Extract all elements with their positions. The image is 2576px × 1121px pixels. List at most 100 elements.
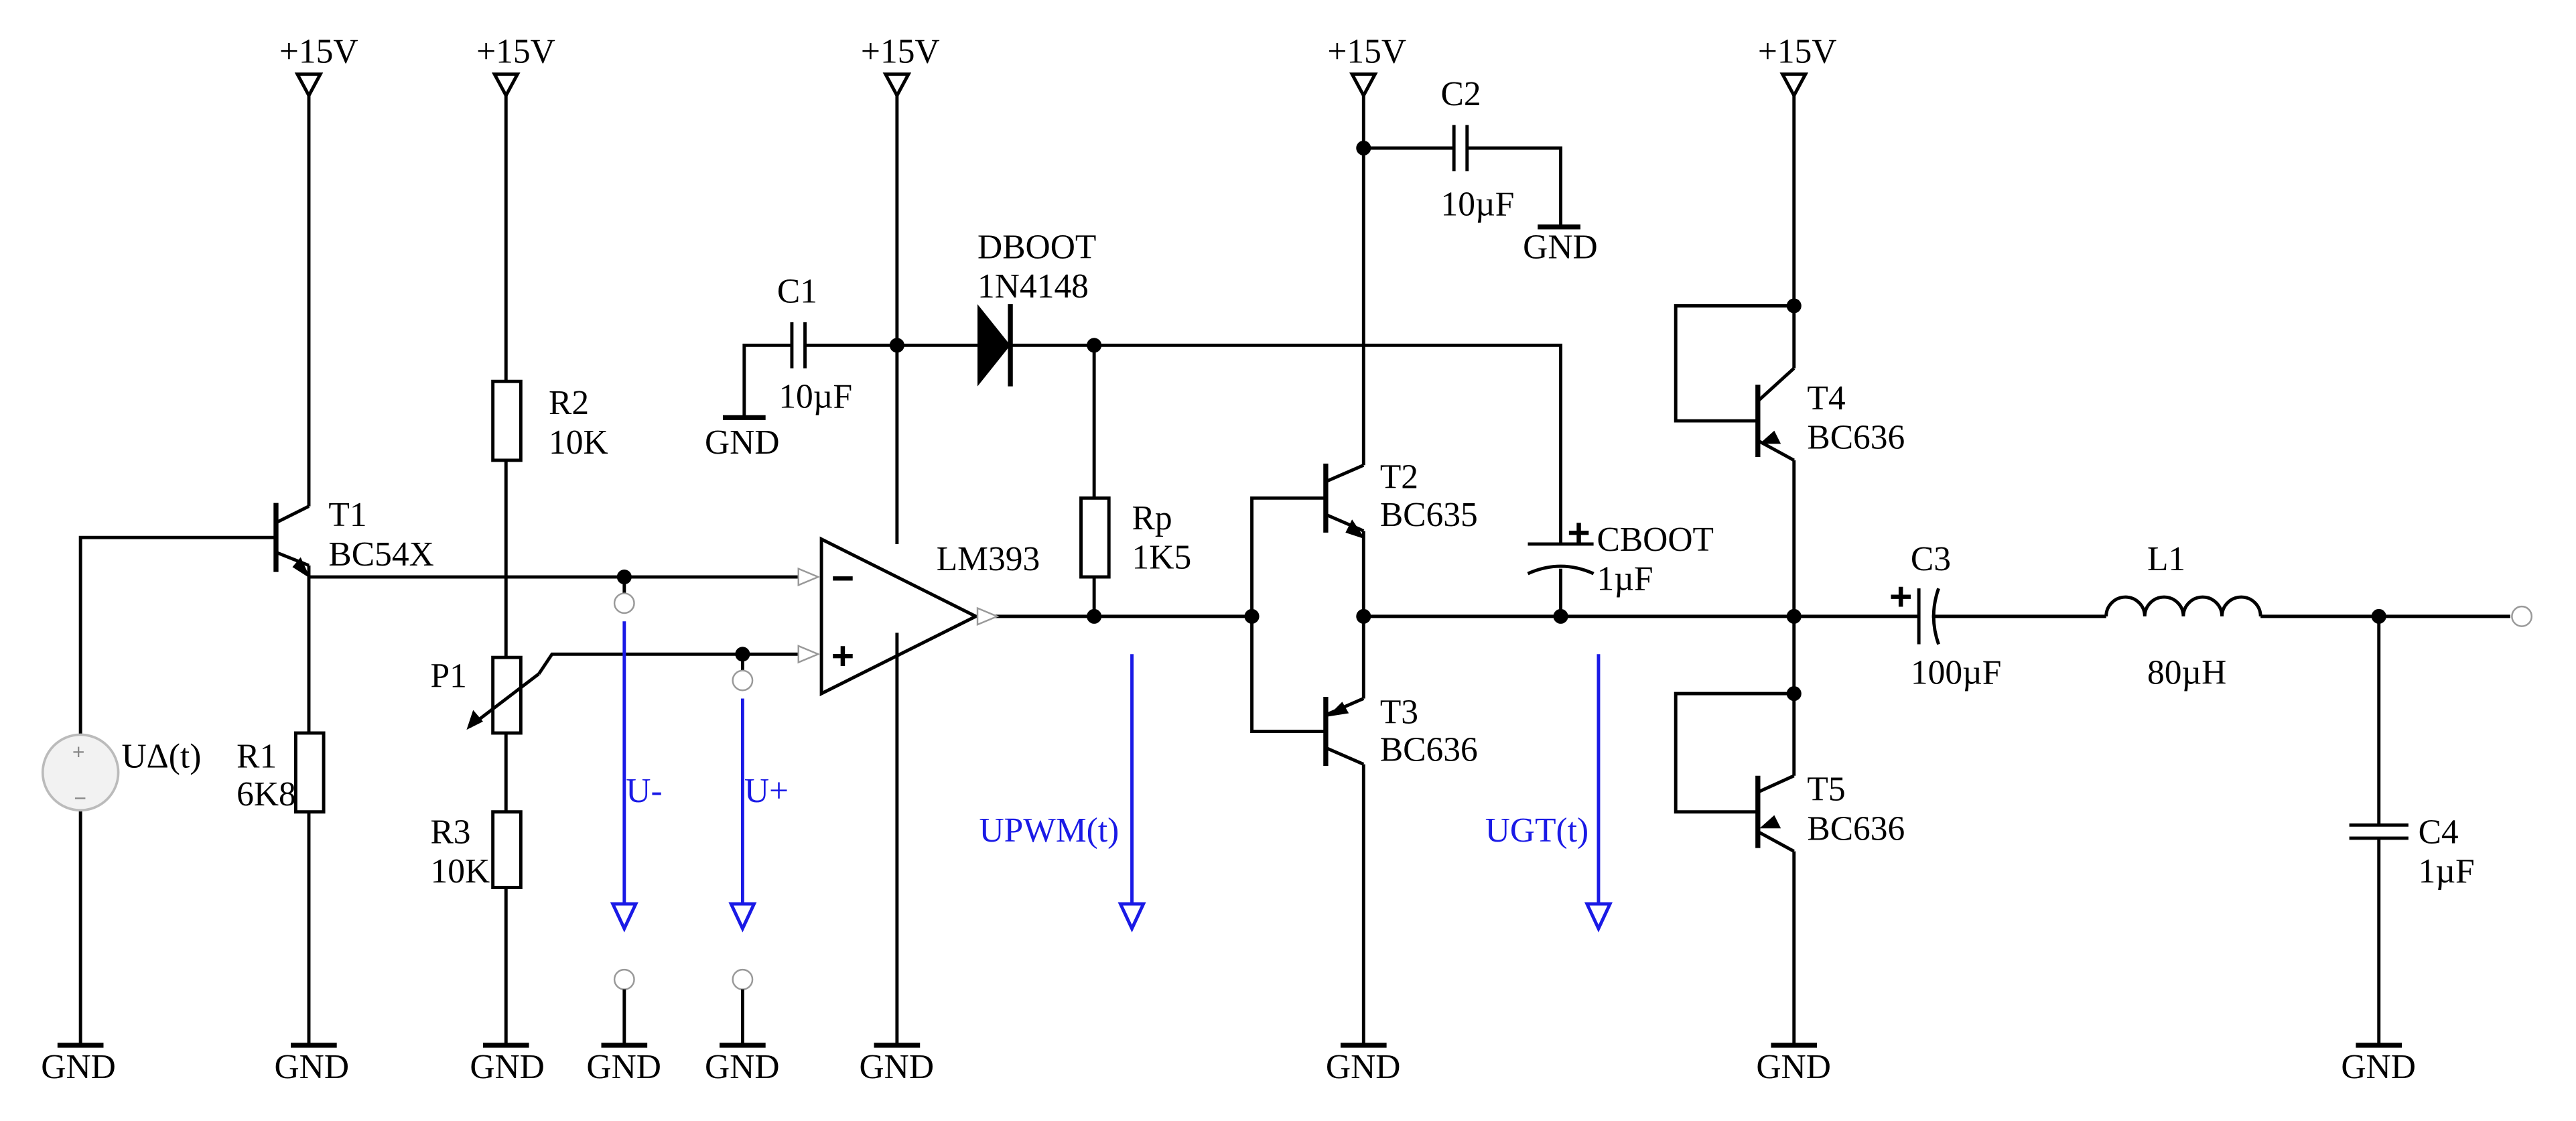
- c2-name: C2: [1441, 75, 1481, 113]
- svg-text:+: +: [72, 740, 85, 764]
- ground-comparator: GND: [859, 1043, 934, 1086]
- inductor-l1: L1 80µH: [2104, 540, 2262, 691]
- resistor-r3: R3 10K: [430, 810, 523, 891]
- ground-c4-label: GND: [2341, 1048, 2416, 1086]
- measurement-u-plus: U+: [728, 654, 789, 1045]
- supply-t2: +15V: [1327, 32, 1406, 99]
- transistor-t3: T3 BC636: [1323, 693, 1478, 769]
- supply-t1-label: +15V: [279, 32, 358, 70]
- ground-r3-label: GND: [470, 1048, 545, 1086]
- t1-value: BC54X: [328, 535, 433, 574]
- t4-value: BC636: [1807, 419, 1905, 457]
- p1-name: P1: [430, 657, 466, 695]
- u-plus-label: U+: [744, 772, 789, 810]
- ground-u-plus-label: GND: [705, 1048, 780, 1086]
- ground-u-minus-label: GND: [586, 1048, 661, 1086]
- r2-name: R2: [549, 384, 589, 422]
- output-terminal: [2511, 605, 2533, 627]
- upwm-label: UPWM(t): [979, 811, 1119, 850]
- t3-name: T3: [1380, 693, 1418, 731]
- transistor-t1: T1 BC54X: [273, 496, 434, 579]
- supply-t4: +15V: [1758, 32, 1837, 99]
- capacitor-cboot: + CBOOT 1µF: [1527, 511, 1714, 598]
- c4-name: C4: [2419, 813, 2459, 851]
- t4-name: T4: [1807, 379, 1845, 417]
- potentiometer-p1: P1: [430, 655, 540, 735]
- ground-u-plus: GND: [705, 1043, 780, 1086]
- cboot-value: 1µF: [1597, 560, 1653, 598]
- ground-source-label: GND: [41, 1048, 116, 1086]
- supply-comparator-label: +15V: [861, 32, 940, 70]
- r1-value: 6K8: [236, 775, 296, 813]
- svg-text:−: −: [74, 786, 86, 810]
- c1-value: 10µF: [778, 377, 852, 415]
- t5-name: T5: [1807, 771, 1845, 809]
- c3-name: C3: [1911, 540, 1951, 578]
- comparator-name: LM393: [937, 540, 1040, 578]
- ground-t3: GND: [1326, 1043, 1401, 1086]
- ground-r1: GND: [275, 1043, 350, 1086]
- comparator-minus: −: [831, 557, 854, 600]
- diode-dboot: DBOOT 1N4148: [977, 228, 1096, 387]
- c1-name: C1: [777, 273, 817, 311]
- c2-value: 10µF: [1441, 186, 1515, 224]
- r2-value: 10K: [549, 423, 608, 462]
- c3-value: 100µF: [1911, 653, 2002, 691]
- cboot-name: CBOOT: [1597, 521, 1714, 559]
- source-label: UΔ(t): [121, 737, 201, 775]
- t1-name: T1: [328, 496, 366, 534]
- ground-c2: GND: [1523, 224, 1598, 266]
- supply-t2-label: +15V: [1327, 32, 1406, 70]
- t3-value: BC636: [1380, 731, 1478, 769]
- resistor-rp: Rp 1K5: [1079, 496, 1192, 579]
- l1-name: L1: [2147, 540, 2185, 578]
- ground-r1-label: GND: [275, 1048, 350, 1086]
- voltage-source: + − UΔ(t): [41, 733, 201, 812]
- wires: [78, 95, 2510, 1045]
- capacitor-c3: + C3 100µF: [1889, 540, 2001, 691]
- c4-value: 1µF: [2419, 852, 2475, 891]
- t2-name: T2: [1380, 458, 1418, 497]
- r3-name: R3: [430, 813, 470, 851]
- comparator-lm393: − + LM393: [797, 536, 1040, 697]
- supply-t1: +15V: [279, 32, 358, 99]
- capacitor-c4: C4 1µF: [2349, 813, 2475, 891]
- rp-name: Rp: [1132, 499, 1172, 537]
- ground-source: GND: [41, 1043, 116, 1086]
- u-minus-label: U-: [626, 772, 662, 810]
- capacitor-c2: C2 10µF: [1441, 75, 1515, 223]
- supply-comparator: +15V: [861, 32, 940, 99]
- ugt-label: UGT(t): [1485, 811, 1588, 850]
- c3-polarity: +: [1889, 575, 1912, 618]
- transistor-t2: T2 BC635: [1323, 458, 1478, 539]
- measurement-upwm: UPWM(t): [979, 654, 1146, 933]
- l1-value: 80µH: [2147, 653, 2226, 691]
- supply-r2-label: +15V: [476, 32, 555, 70]
- dboot-name: DBOOT: [977, 228, 1096, 266]
- measurement-ugt: UGT(t): [1485, 654, 1613, 933]
- measurement-u-minus: U-: [610, 577, 663, 1045]
- transistor-t5: T5 BC636: [1755, 771, 1905, 853]
- comparator-plus: +: [831, 634, 854, 677]
- r3-value: 10K: [430, 852, 490, 891]
- resistor-r2: R2 10K: [491, 379, 608, 462]
- supply-t4-label: +15V: [1758, 32, 1837, 70]
- ground-u-minus: GND: [586, 1043, 661, 1086]
- cboot-polarity: +: [1567, 511, 1590, 554]
- ground-c1: GND: [705, 415, 780, 462]
- ground-t5-label: GND: [1756, 1048, 1831, 1086]
- ground-t5: GND: [1756, 1043, 1831, 1086]
- ground-t3-label: GND: [1326, 1048, 1401, 1086]
- r1-name: R1: [236, 737, 277, 775]
- t5-value: BC636: [1807, 809, 1905, 848]
- ground-c1-label: GND: [705, 423, 780, 462]
- supply-r2: +15V: [476, 32, 555, 99]
- ground-r3: GND: [470, 1043, 545, 1086]
- dboot-value: 1N4148: [977, 267, 1089, 306]
- ground-comparator-label: GND: [859, 1048, 934, 1086]
- rp-value: 1K5: [1132, 539, 1192, 577]
- t2-value: BC635: [1380, 496, 1478, 534]
- transistor-t4: T4 BC636: [1755, 367, 1905, 462]
- resistor-r1: R1 6K8: [236, 731, 326, 814]
